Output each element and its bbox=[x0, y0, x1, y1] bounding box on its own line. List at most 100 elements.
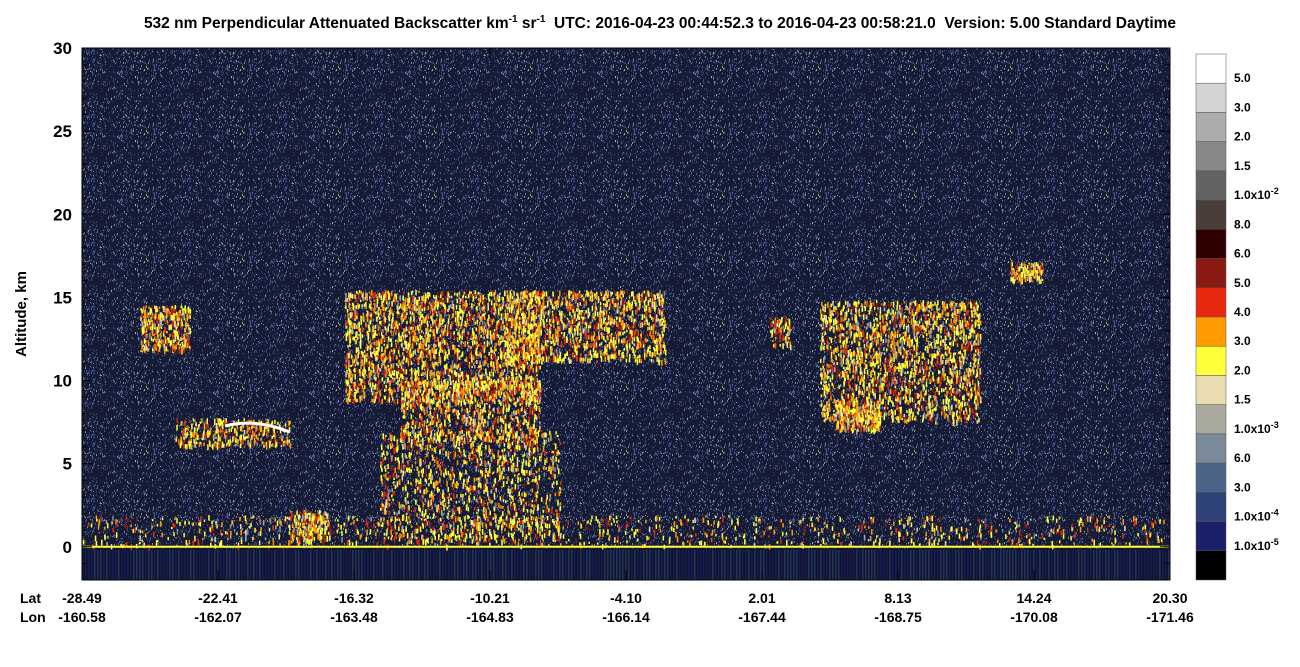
cloud-speck bbox=[349, 326, 351, 330]
cloud-speck bbox=[372, 313, 374, 317]
subsurface-stripe bbox=[1114, 549, 1116, 580]
cloud-speck bbox=[454, 370, 456, 375]
cloud-speck bbox=[346, 358, 349, 363]
cloud-speck bbox=[526, 434, 529, 441]
cloud-speck bbox=[512, 395, 514, 402]
cloud-speck bbox=[416, 355, 418, 360]
cloud-speck bbox=[370, 314, 372, 319]
cloud-speck bbox=[413, 315, 415, 322]
cloud-speck bbox=[184, 327, 187, 331]
cloud-speck bbox=[468, 307, 470, 313]
cloud-speck bbox=[433, 354, 435, 359]
cloud-speck bbox=[379, 343, 381, 348]
cloud-speck bbox=[532, 394, 534, 398]
cloud-speck bbox=[160, 339, 163, 344]
subsurface-stripe bbox=[985, 549, 987, 580]
cloud-speck bbox=[534, 414, 536, 420]
cloud-speck bbox=[439, 334, 442, 338]
cloud-speck bbox=[475, 382, 477, 387]
cloud-speck bbox=[355, 299, 357, 303]
subsurface-stripe bbox=[628, 549, 630, 580]
cloud-speck bbox=[480, 398, 482, 402]
cloud-speck bbox=[421, 308, 424, 312]
cloud-speck bbox=[184, 333, 186, 337]
cloud-speck bbox=[498, 319, 501, 324]
cloud-speck bbox=[408, 387, 411, 393]
subsurface-stripe bbox=[256, 549, 258, 580]
cloud-speck bbox=[152, 338, 155, 342]
cloud-speck bbox=[413, 358, 415, 362]
cloud-speck bbox=[396, 324, 399, 330]
cloud-speck bbox=[480, 394, 482, 400]
cloud-speck bbox=[492, 352, 494, 358]
cloud-speck bbox=[476, 359, 478, 364]
cloud-speck bbox=[355, 305, 358, 310]
cloud-speck bbox=[444, 419, 446, 423]
cloud-speck bbox=[490, 373, 492, 377]
cloud-speck bbox=[460, 371, 463, 377]
cloud-speck bbox=[365, 322, 367, 327]
cloud-speck bbox=[420, 351, 422, 356]
cloud-speck bbox=[178, 346, 180, 350]
subsurface-stripe bbox=[994, 549, 996, 580]
cloud-speck bbox=[400, 338, 403, 342]
subsurface-stripe bbox=[1123, 549, 1125, 580]
cloud-speck bbox=[387, 303, 390, 309]
cloud-speck bbox=[521, 398, 523, 402]
cloud-speck bbox=[401, 397, 403, 403]
cloud-speck bbox=[153, 313, 155, 316]
subsurface-stripe bbox=[853, 549, 855, 580]
cloud-speck bbox=[481, 306, 483, 310]
cloud-speck bbox=[501, 335, 503, 341]
subsurface-stripe bbox=[328, 549, 330, 580]
cloud-speck bbox=[143, 338, 146, 344]
cloud-speck bbox=[356, 331, 358, 336]
cloud-speck bbox=[505, 423, 507, 430]
cloud-speck bbox=[539, 388, 541, 395]
cloud-speck bbox=[385, 333, 387, 336]
subsurface-stripe bbox=[1138, 549, 1140, 580]
subsurface-stripe bbox=[670, 549, 672, 580]
cloud-speck bbox=[535, 342, 538, 347]
cloud-speck bbox=[482, 317, 484, 323]
cloud-speck bbox=[415, 384, 418, 389]
cloud-speck bbox=[467, 410, 469, 417]
cloud-speck bbox=[537, 325, 539, 332]
title-sup: -1 bbox=[509, 14, 518, 25]
cloud-speck bbox=[445, 384, 448, 389]
cloud-speck bbox=[362, 372, 365, 378]
cloud-speck bbox=[477, 292, 479, 296]
cloud-speck bbox=[453, 433, 455, 440]
subsurface-stripe bbox=[1162, 549, 1164, 580]
cloud-speck bbox=[497, 429, 499, 434]
cloud-speck bbox=[180, 305, 183, 309]
cloud-speck bbox=[359, 390, 361, 395]
cloud-speck bbox=[521, 393, 523, 399]
cloud-speck bbox=[180, 337, 182, 341]
cloud-speck bbox=[462, 394, 464, 399]
cloud-speck bbox=[383, 303, 386, 307]
cloud-speck bbox=[439, 432, 441, 438]
cloud-speck bbox=[524, 312, 527, 318]
subsurface-stripe bbox=[319, 549, 321, 580]
cloud-speck bbox=[348, 360, 350, 365]
cloud-speck bbox=[371, 329, 374, 335]
cloud-speck bbox=[474, 336, 476, 339]
cloud-speck bbox=[458, 321, 460, 327]
cloud-speck bbox=[357, 347, 360, 351]
cloud-speck bbox=[423, 342, 425, 346]
cloud-speck bbox=[384, 370, 387, 375]
cloud-speck bbox=[486, 329, 488, 333]
cloud-speck bbox=[486, 388, 488, 392]
cloud-speck bbox=[438, 351, 441, 357]
cloud-speck bbox=[354, 386, 357, 390]
cloud-speck bbox=[477, 291, 480, 294]
subsurface-stripe bbox=[118, 549, 120, 580]
cloud-speck bbox=[429, 355, 432, 361]
cloud-speck bbox=[479, 292, 481, 297]
cloud-speck bbox=[481, 346, 484, 353]
cloud-speck bbox=[382, 335, 385, 339]
cloud-speck bbox=[354, 364, 357, 367]
cloud-speck bbox=[398, 346, 400, 351]
subsurface-stripe bbox=[238, 549, 240, 580]
